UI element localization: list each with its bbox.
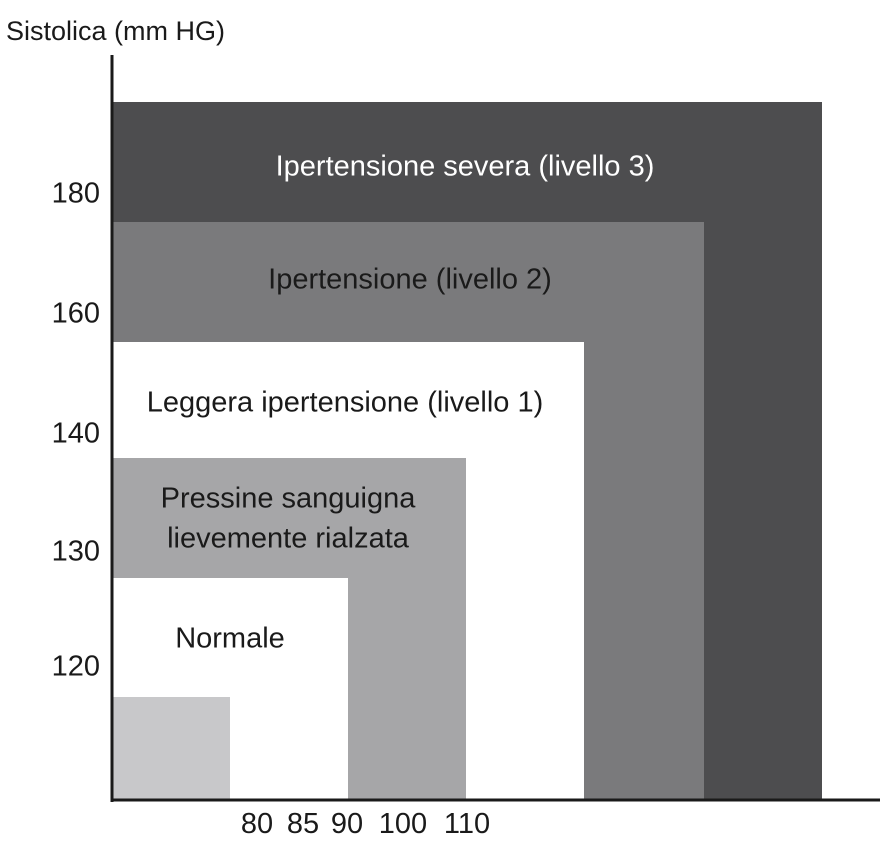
x-tick-label-90: 90 bbox=[331, 808, 363, 840]
y-tick-label-120: 120 bbox=[52, 651, 100, 683]
x-tick-label-80: 80 bbox=[241, 808, 273, 840]
zone-6 bbox=[112, 697, 230, 800]
y-axis-title: Sistolica (mm HG) bbox=[6, 16, 225, 46]
zone-label-3: Leggera ipertensione (livello 1) bbox=[147, 387, 544, 419]
axes-layer bbox=[110, 55, 880, 802]
zone-label-2: Ipertensione (livello 2) bbox=[268, 264, 552, 296]
labels-layer: Ipertensione severa (livello 3) Ipertensi… bbox=[6, 16, 654, 840]
zone-label-4-line-1: Pressine sanguigna bbox=[161, 483, 417, 515]
x-tick-label-110: 110 bbox=[444, 808, 490, 840]
y-tick-label-130: 130 bbox=[52, 536, 100, 568]
zone-label-4-line-2: lievemente rialzata bbox=[167, 523, 410, 555]
zone-label-5: Normale bbox=[175, 623, 285, 655]
y-tick-label-160: 160 bbox=[52, 298, 100, 330]
x-tick-label-100: 100 bbox=[379, 808, 427, 840]
y-tick-label-140: 140 bbox=[52, 418, 100, 450]
x-tick-label-85: 85 bbox=[287, 808, 319, 840]
y-tick-label-180: 180 bbox=[52, 178, 100, 210]
zones-layer bbox=[112, 102, 822, 800]
zone-label-1: Ipertensione severa (livello 3) bbox=[276, 151, 655, 183]
